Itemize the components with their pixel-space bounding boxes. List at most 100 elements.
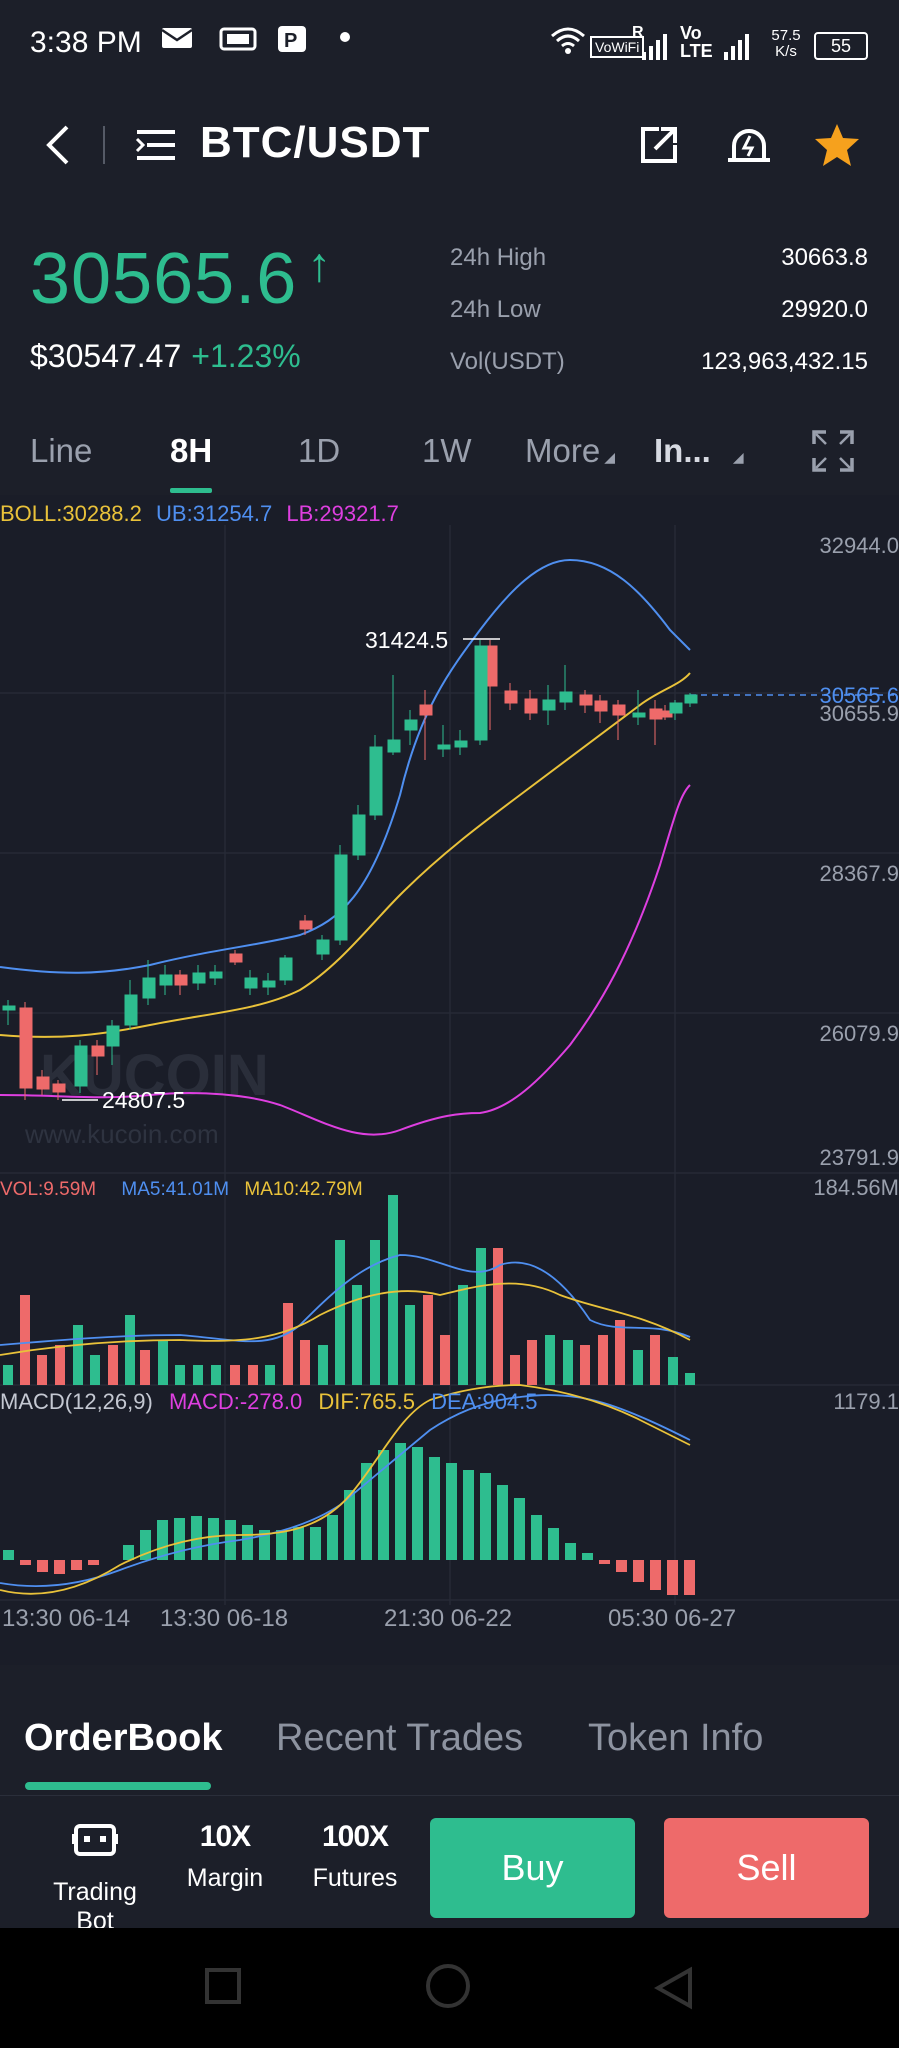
volume-legend: VOL:9.59M MA5:41.01M MA10:42.79M	[0, 1179, 363, 1201]
futures-100x-icon: 100X	[321, 1820, 389, 1853]
tab-8h[interactable]: 8H	[170, 432, 213, 469]
macd-value: MACD:-278.0	[168, 1389, 303, 1414]
tab-indicators-label: In...	[654, 432, 711, 469]
buy-button[interactable]: Buy	[430, 1818, 635, 1918]
margin-label: Margin	[186, 1864, 264, 1892]
fullscreen-icon[interactable]	[810, 428, 856, 474]
signal-bars-icon	[640, 34, 668, 69]
stat-label-vol: Vol(USDT)	[450, 348, 565, 375]
vol-max-label: 184.56M	[813, 1175, 899, 1200]
vol-value: VOL:9.59M	[0, 1179, 97, 1200]
candle-chart-svg: KUCOIN www.kucoin.com	[0, 525, 899, 1605]
home-circle-icon[interactable]	[426, 1964, 470, 2008]
stat-value-vol: 123,963,432.15	[701, 348, 868, 375]
boll-upper-line	[0, 558, 691, 974]
share-icon[interactable]	[636, 122, 682, 168]
margin-10x-icon: 10X	[199, 1820, 251, 1853]
watermark-url: www.kucoin.com	[24, 1119, 219, 1149]
tab-1w[interactable]: 1W	[422, 432, 472, 469]
candles	[2, 640, 698, 1100]
recents-square-icon[interactable]	[205, 1968, 241, 2004]
price-change: +1.23%	[191, 338, 301, 374]
tab-recent-trades[interactable]: Recent Trades	[276, 1717, 524, 1759]
boll-value: BOLL:30288.2	[0, 501, 142, 526]
tab-token-info[interactable]: Token Info	[588, 1717, 764, 1759]
stat-value-low: 29920.0	[781, 296, 868, 323]
tab-8h-underline	[170, 488, 212, 493]
vol-ma10: MA10:42.79M	[244, 1179, 363, 1200]
last-price: 30565.6 ↑	[30, 238, 332, 320]
macd-dea: DEA:904.5	[431, 1389, 538, 1414]
tab-1d[interactable]: 1D	[298, 432, 341, 469]
futures-label: Futures	[312, 1864, 398, 1892]
menu-list-icon[interactable]	[134, 124, 178, 168]
futures-button[interactable]: 100X Futures	[295, 1820, 415, 1893]
vol-ma5: MA5:41.01M	[121, 1179, 230, 1200]
more-caret-icon: ◢	[604, 449, 615, 465]
usd-price: $30547.47	[30, 338, 182, 374]
last-price-value: 30565.6	[30, 239, 298, 319]
mail-icon	[160, 24, 194, 59]
low-marker-label: 24807.5	[102, 1087, 185, 1113]
cast-icon	[218, 26, 258, 59]
sell-button[interactable]: Sell	[664, 1818, 869, 1918]
y-axis-label-1: 32944.0	[819, 533, 899, 558]
indicators-caret-icon: ◢	[732, 449, 744, 465]
up-arrow-icon: ↑	[307, 239, 333, 292]
boll-lower-line	[0, 784, 691, 1136]
boll-lb-value: LB:29321.7	[286, 501, 399, 526]
high-marker-label: 31424.5	[365, 627, 448, 653]
vowifi-badge: VoWiFi	[590, 36, 645, 58]
header-divider	[103, 126, 105, 164]
x-axis-label-1: 13:30 06-14	[2, 1605, 131, 1632]
tab-more[interactable]: More ◢	[525, 432, 615, 470]
current-price-tag: 30565.6	[819, 683, 899, 708]
robot-icon	[35, 1820, 155, 1868]
header	[0, 90, 899, 200]
page-title: BTC/USDT	[200, 118, 431, 167]
y-axis-label-5: 23791.9	[819, 1145, 899, 1170]
y-axis-label-2: 30655.9	[819, 701, 899, 726]
star-favorite-icon[interactable]	[812, 120, 862, 170]
volte-badge: Vo LTE	[680, 23, 713, 61]
macd-histogram	[0, 1384, 695, 1595]
chart-area[interactable]: KUCOIN www.kucoin.com	[0, 495, 899, 1665]
price-alert-icon[interactable]	[726, 122, 772, 168]
trading-bot-label: Trading Bot	[53, 1878, 137, 1935]
boll-mid-line	[0, 672, 691, 1038]
wifi-icon	[548, 24, 588, 63]
margin-button[interactable]: 10X Margin	[165, 1820, 285, 1893]
back-arrow-icon[interactable]	[38, 120, 78, 170]
macd-max-label: 1179.1	[833, 1389, 899, 1414]
y-axis-label-4: 26079.9	[819, 1021, 899, 1046]
signal-bars-2-icon	[722, 34, 750, 69]
stat-value-high: 30663.8	[781, 244, 868, 271]
notification-dot-icon	[340, 32, 350, 42]
x-axis-label-4: 05:30 06-27	[608, 1605, 737, 1632]
system-nav-bar	[0, 1928, 899, 2048]
y-axis-label-3: 28367.9	[819, 861, 899, 886]
usd-price-line: $30547.47 +1.23%	[30, 338, 301, 375]
macd-title: MACD(12,26,9)	[0, 1389, 153, 1414]
tab-orderbook[interactable]: OrderBook	[24, 1717, 223, 1759]
x-axis-label-3: 21:30 06-22	[384, 1605, 513, 1632]
tab-indicators[interactable]: In... ◢	[654, 432, 744, 470]
boll-ub-value: UB:31254.7	[156, 501, 273, 526]
boll-legend: BOLL:30288.2 UB:31254.7 LB:29321.7	[0, 501, 399, 527]
volume-bars	[0, 1195, 695, 1385]
roaming-r-icon: R	[632, 24, 644, 41]
network-speed: 57.5 K/s	[771, 27, 801, 60]
bottom-tabs-panel	[0, 1685, 899, 1795]
x-axis-label-2: 13:30 06-18	[160, 1605, 289, 1632]
app-p-icon: P	[276, 24, 310, 61]
tab-more-label: More	[525, 432, 601, 469]
stat-label-high: 24h High	[450, 244, 547, 271]
stat-label-low: 24h Low	[450, 296, 541, 323]
macd-dif: DIF:765.5	[318, 1389, 415, 1414]
trading-bot-button[interactable]: Trading Bot	[35, 1820, 155, 1936]
back-triangle-icon[interactable]	[653, 1966, 694, 2015]
status-time: 3:38 PM	[30, 26, 142, 59]
status-bar: 3:38 PM P VoWiFi R Vo LTE 57.5 K/s 55	[0, 0, 899, 90]
tab-line[interactable]: Line	[30, 432, 93, 469]
orderbook-underline	[25, 1782, 211, 1790]
